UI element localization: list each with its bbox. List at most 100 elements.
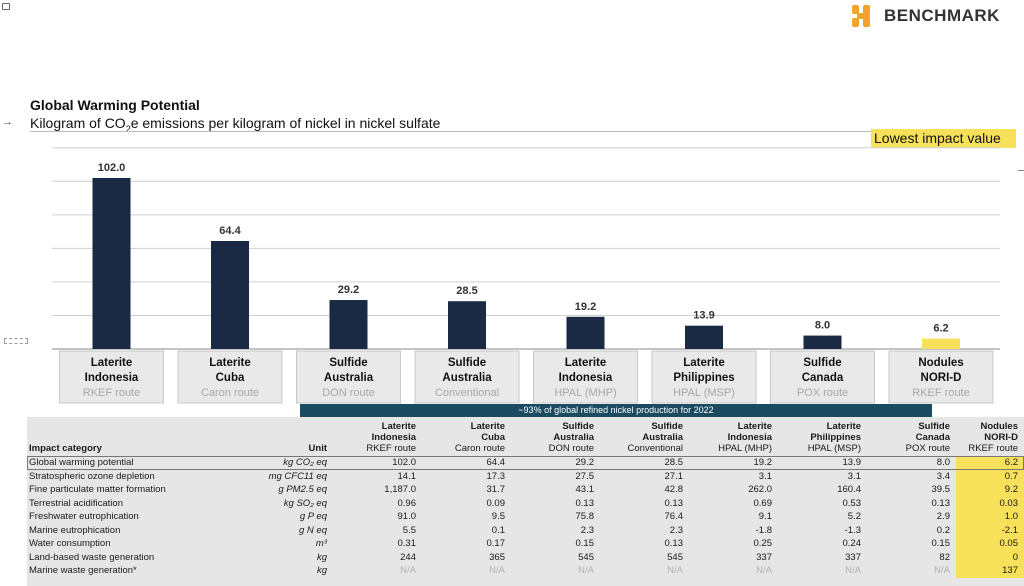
unit-cell: kg SO₂ eq (283, 497, 327, 509)
column-header-4: Laterite Indonesia HPAL (MHP) (718, 421, 772, 454)
category-box (296, 350, 401, 404)
window-icon (2, 3, 10, 10)
value-cell: N/A (667, 565, 683, 577)
value-cell: 3.1 (758, 470, 772, 482)
value-cell: 39.5 (931, 484, 951, 496)
lowest-impact-legend: Lowest impact value (871, 129, 1016, 148)
column-header-1: Laterite Cuba Caron route (454, 421, 505, 454)
value-cell: 0.13 (664, 538, 684, 550)
header-impact-category: Impact category (29, 443, 102, 454)
bar-2 (329, 300, 368, 349)
category-route-label: DON route (322, 387, 375, 399)
impact-category-cell: Stratospheric ozone depletion (29, 470, 155, 482)
value-cell: 0.15 (931, 538, 951, 550)
table-header-row: Impact category Unit Laterite Indonesia RK… (27, 417, 1024, 456)
value-cell: 0.03 (956, 496, 1024, 510)
table-row: Terrestrial acidification kg SO₂ eq 0.96 0.… (27, 496, 1024, 510)
category-box (177, 350, 283, 404)
column-header-6: Sulfide Canada POX route (905, 421, 950, 454)
category-box (651, 350, 757, 404)
value-cell: 42.8 (664, 484, 684, 496)
column-header-5: Laterite Philippines HPAL (MSP) (807, 421, 861, 454)
category-label-line2: Indonesia (559, 372, 613, 384)
table-row: Land-based waste generation kg 244 365 545 54… (27, 550, 1024, 564)
impact-table: Impact category Unit Laterite Indonesia RK… (27, 417, 1024, 586)
category-box (59, 350, 164, 404)
value-cell: 0.53 (842, 497, 862, 509)
value-cell: 76.4 (664, 511, 684, 523)
edge-tick (1018, 170, 1024, 171)
benchmark-logo-icon (852, 5, 880, 27)
value-cell: 9.5 (491, 511, 505, 523)
impact-category-cell: Global warming potential (29, 457, 134, 469)
value-cell: 262.0 (748, 484, 772, 496)
value-cell: 5.2 (847, 511, 861, 523)
bar-value-label: 13.9 (693, 310, 714, 322)
selection-marker (4, 338, 28, 344)
value-cell: 28.5 (664, 457, 684, 469)
category-route-label: HPAL (MSP) (673, 387, 735, 399)
category-label-line1: Laterite (565, 357, 607, 369)
value-cell: 9.2 (956, 483, 1024, 497)
table-row: Marine eutrophication g N eq 5.5 0.1 2.3 2.3 -… (27, 523, 1024, 537)
category-label-line1: Sulfide (803, 357, 841, 369)
column-header-2: Sulfide Australia DON route (548, 421, 594, 454)
value-cell: 19.2 (753, 457, 773, 469)
chart-subtitle: Kilogram of CO2e emissions per kilogram … (30, 115, 441, 134)
value-cell: 0.69 (753, 497, 773, 509)
unit-cell: kg CO₂ eq (283, 457, 327, 469)
bar-3 (448, 301, 486, 349)
subtitle-underline (30, 131, 996, 132)
value-cell: 75.8 (575, 511, 595, 523)
column-header-0: Laterite Indonesia RKEF route (366, 421, 416, 454)
category-label-line1: Nodules (918, 357, 963, 369)
value-cell: 27.1 (664, 470, 684, 482)
value-cell: 43.1 (575, 484, 595, 496)
value-cell: 337 (845, 551, 861, 563)
value-cell: 0.15 (575, 538, 595, 550)
category-box (888, 350, 994, 404)
category-route-label: HPAL (MHP) (554, 387, 616, 399)
category-label-line2: Australia (324, 372, 374, 384)
category-label-line1: Sulfide (329, 357, 367, 369)
category-label-line1: Laterite (683, 357, 725, 369)
value-cell: N/A (489, 565, 505, 577)
value-cell: 244 (400, 551, 416, 563)
value-cell: 91.0 (397, 511, 417, 523)
gwp-bar-chart: 102.0 Laterite Indonesia RKEF route 64.4 Late… (52, 147, 1000, 404)
value-cell: 160.4 (837, 484, 861, 496)
value-cell: 8.0 (936, 457, 950, 469)
impact-category-cell: Marine eutrophication (29, 524, 121, 536)
bar-1 (211, 241, 249, 349)
benchmark-logo-text: BENCHMARK (884, 6, 1000, 25)
value-cell: 0.17 (486, 538, 506, 550)
unit-cell: kg (316, 551, 327, 563)
value-cell: 2.3 (669, 524, 683, 536)
bar-6 (803, 335, 842, 349)
value-cell: 2.3 (580, 524, 594, 536)
impact-category-cell: Land-based waste generation (29, 551, 155, 563)
value-cell: 102.0 (392, 457, 416, 469)
value-cell: 5.5 (402, 524, 416, 536)
column-header-3: Sulfide Australia Conventional (627, 421, 683, 454)
value-cell: -2.1 (956, 523, 1024, 537)
table-row: Global warming potential kg CO₂ eq 102.0 64… (27, 456, 1024, 470)
bar-value-label: 29.2 (338, 284, 359, 296)
impact-category-cell: Marine waste generation* (29, 565, 137, 577)
arrow-icon: → (2, 116, 13, 128)
value-cell: N/A (934, 565, 950, 577)
unit-cell: g N eq (299, 524, 327, 536)
category-label-line1: Laterite (209, 357, 251, 369)
bar-value-label: 102.0 (98, 162, 126, 174)
bar-0 (92, 177, 131, 349)
category-label-line2: Philippines (673, 372, 734, 384)
impact-category-cell: Fine particulate matter formation (29, 484, 166, 496)
value-cell: -1.8 (755, 524, 772, 536)
value-cell: 64.4 (486, 457, 506, 469)
impact-category-cell: Freshwater eutrophication (29, 511, 139, 523)
value-cell: 2.9 (936, 511, 950, 523)
impact-category-cell: Terrestrial acidification (29, 497, 123, 509)
bar-value-label: 28.5 (456, 285, 477, 297)
value-cell: 13.9 (842, 457, 862, 469)
category-route-label: Caron route (201, 387, 259, 399)
